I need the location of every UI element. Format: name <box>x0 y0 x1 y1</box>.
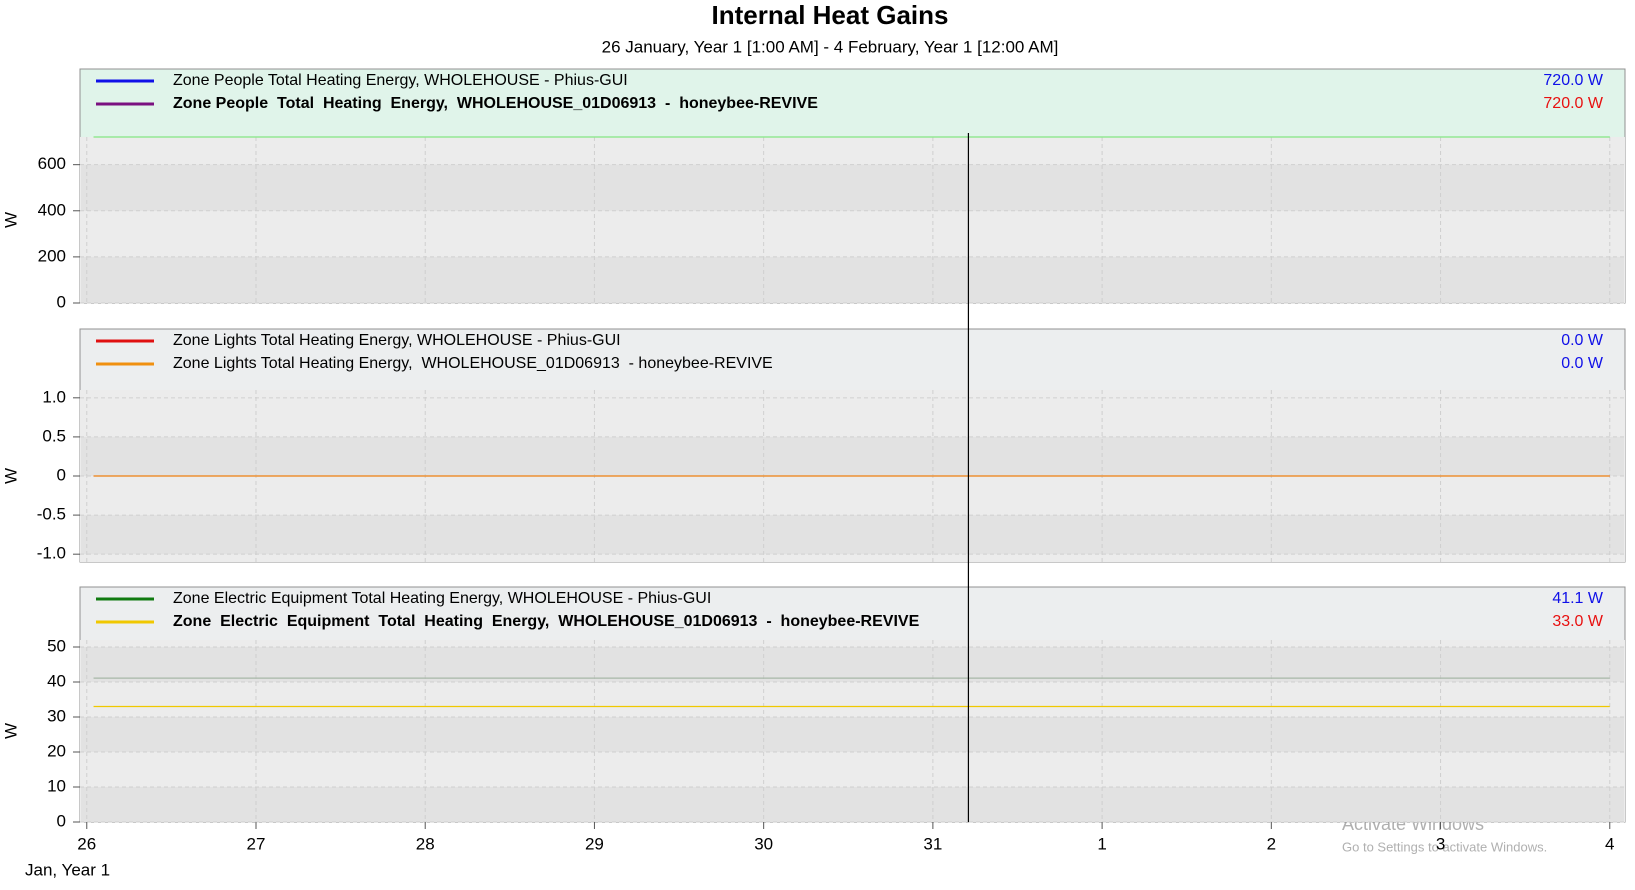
watermark-subtitle: Go to Settings to activate Windows. <box>1342 839 1547 854</box>
chart-title: Internal Heat Gains <box>712 0 949 30</box>
x-tick-label: 29 <box>585 834 604 853</box>
y-tick-label: 0.5 <box>42 426 66 445</box>
y-tick-label: 1.0 <box>42 387 66 406</box>
y-tick-label: 0 <box>57 465 66 484</box>
cursor-readout: 720.0 W <box>1543 72 1603 89</box>
y-tick-label: 200 <box>38 246 66 265</box>
y-tick-label: 50 <box>47 636 66 655</box>
plot-band <box>81 436 1624 476</box>
y-tick-label: -1.0 <box>37 544 66 563</box>
y-axis-label: W <box>1 468 20 484</box>
cursor-readout: 33.0 W <box>1552 613 1604 630</box>
plot-band <box>81 256 1624 303</box>
x-tick-label: 3 <box>1436 834 1445 853</box>
x-axis-label: Jan, Year 1 <box>25 860 110 879</box>
x-tick-label: 4 <box>1605 834 1614 853</box>
plot-band <box>81 164 1624 211</box>
plot-band <box>81 787 1624 822</box>
legend-label: Zone Electric Equipment Total Heating En… <box>173 613 920 630</box>
plot-band <box>81 515 1624 555</box>
plot-band <box>81 717 1624 752</box>
y-tick-label: 400 <box>38 200 66 219</box>
y-tick-label: -0.5 <box>37 505 66 524</box>
x-tick-label: 27 <box>247 834 266 853</box>
y-tick-label: 20 <box>47 741 66 760</box>
y-tick-label: 0 <box>57 811 66 830</box>
x-tick-label: 1 <box>1097 834 1106 853</box>
x-tick-label: 30 <box>754 834 773 853</box>
cursor-readout: 720.0 W <box>1543 95 1603 112</box>
y-axis-label: W <box>1 723 20 739</box>
x-tick-label: 31 <box>923 834 942 853</box>
cursor-readout: 0.0 W <box>1561 355 1604 372</box>
cursor-readout: 41.1 W <box>1552 590 1604 607</box>
y-tick-label: 30 <box>47 706 66 725</box>
plot-band <box>81 647 1624 682</box>
x-tick-label: 26 <box>77 834 96 853</box>
legend-label: Zone Electric Equipment Total Heating En… <box>173 590 711 607</box>
x-tick-label: 2 <box>1267 834 1276 853</box>
chart-subtitle: 26 January, Year 1 [1:00 AM] - 4 Februar… <box>602 37 1059 56</box>
cursor-readout: 0.0 W <box>1561 332 1604 349</box>
y-axis-label: W <box>1 212 20 228</box>
legend-label: Zone People Total Heating Energy, WHOLEH… <box>173 72 628 89</box>
legend-label: Zone Lights Total Heating Energy, WHOLEH… <box>173 355 773 372</box>
y-tick-label: 600 <box>38 154 66 173</box>
y-tick-label: 0 <box>57 292 66 311</box>
legend-label: Zone People Total Heating Energy, WHOLEH… <box>173 95 818 112</box>
legend-label: Zone Lights Total Heating Energy, WHOLEH… <box>173 332 621 349</box>
y-tick-label: 40 <box>47 671 66 690</box>
x-tick-label: 28 <box>416 834 435 853</box>
y-tick-label: 10 <box>47 776 66 795</box>
